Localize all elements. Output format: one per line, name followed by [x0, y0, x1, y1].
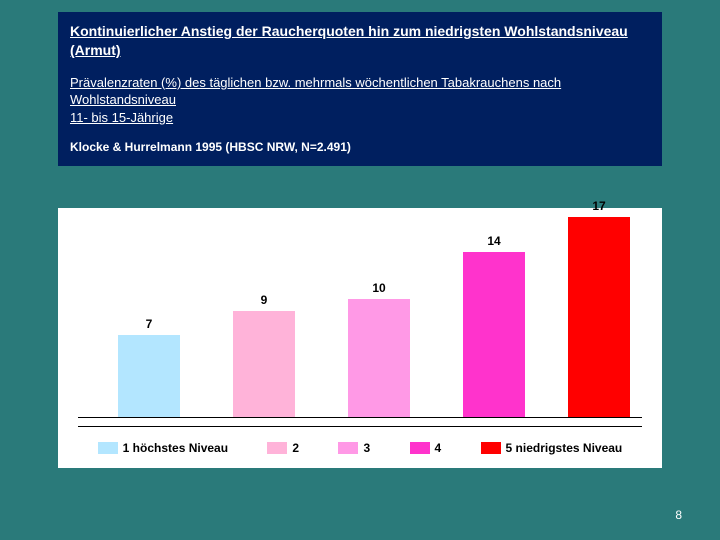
- bar-chart: 79101417 1 höchstes Niveau2345 niedrigst…: [58, 208, 662, 468]
- legend-item: 5 niedrigstes Niveau: [481, 441, 623, 455]
- bar: 9: [233, 311, 295, 417]
- bar: 10: [348, 299, 410, 417]
- legend-item: 3: [338, 441, 370, 455]
- legend-swatch: [410, 442, 430, 454]
- bar: 7: [118, 335, 180, 417]
- bar-value-label: 10: [348, 281, 410, 295]
- slide-title: Kontinuierlicher Anstieg der Raucherquot…: [70, 22, 650, 60]
- legend-label: 1 höchstes Niveau: [123, 441, 228, 455]
- legend-item: 4: [410, 441, 442, 455]
- bar-value-label: 7: [118, 317, 180, 331]
- page-number: 8: [675, 508, 682, 522]
- bar-value-label: 17: [568, 199, 630, 213]
- slide: Kontinuierlicher Anstieg der Raucherquot…: [0, 0, 720, 540]
- legend-label: 2: [292, 441, 299, 455]
- legend-swatch: [98, 442, 118, 454]
- bar: 14: [463, 252, 525, 417]
- bar: 17: [568, 217, 630, 417]
- legend-swatch: [481, 442, 501, 454]
- legend-item: 1 höchstes Niveau: [98, 441, 228, 455]
- legend-label: 5 niedrigstes Niveau: [506, 441, 623, 455]
- legend-item: 2: [267, 441, 299, 455]
- legend-label: 3: [363, 441, 370, 455]
- legend: 1 höchstes Niveau 2 3 4 5 niedrigstes Niveau: [78, 426, 642, 462]
- bar-value-label: 9: [233, 293, 295, 307]
- legend-swatch: [338, 442, 358, 454]
- legend-swatch: [267, 442, 287, 454]
- plot-area: 79101417: [78, 216, 642, 418]
- header-box: Kontinuierlicher Anstieg der Raucherquot…: [58, 12, 662, 166]
- bar-value-label: 14: [463, 234, 525, 248]
- slide-source: Klocke & Hurrelmann 1995 (HBSC NRW, N=2.…: [70, 140, 650, 154]
- legend-label: 4: [435, 441, 442, 455]
- slide-subtitle: Prävalenzraten (%) des täglichen bzw. me…: [70, 74, 650, 127]
